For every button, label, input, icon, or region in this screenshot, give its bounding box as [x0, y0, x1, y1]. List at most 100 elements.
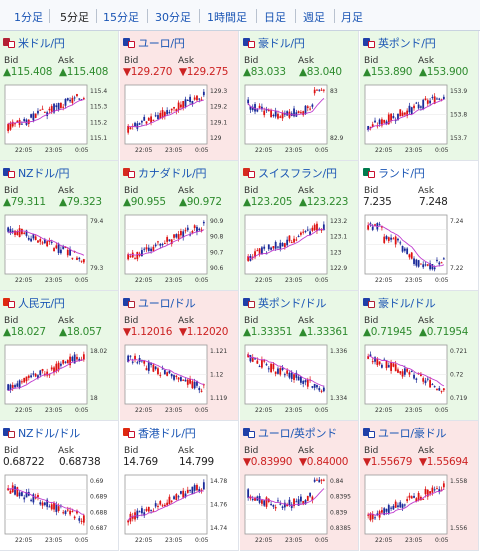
- pair-link[interactable]: 人民元/円: [3, 295, 65, 310]
- rate-card[interactable]: 米ドル/円 Bid Ask ▲115.408 ▲115.408 115.4 115.3 115…: [0, 31, 119, 161]
- x-tick-label: 22:05: [255, 147, 272, 154]
- candlestick-chart[interactable]: 1.336 1.334 22:05 23:05 0:05: [241, 342, 359, 417]
- ask-value: 115.408: [66, 66, 109, 78]
- candlestick-chart[interactable]: 7.24 7.22 22:05 23:05 0:05: [361, 212, 479, 287]
- bid-label: Bid: [4, 316, 19, 326]
- candle-body: [438, 262, 441, 265]
- rate-card[interactable]: ランド/円 Bid Ask 7.235 7.248 7.24 7.22 22:05 23:05 0…: [360, 161, 479, 291]
- up-arrow-icon: ▲: [363, 326, 371, 338]
- bid-label: Bid: [124, 316, 139, 326]
- tab-4[interactable]: 30分足: [155, 11, 191, 24]
- candle-body: [14, 486, 16, 495]
- pair-link[interactable]: ユーロ/円: [123, 35, 185, 50]
- pair-link[interactable]: カナダドル/円: [123, 165, 207, 180]
- bid-value: 14.769: [123, 456, 158, 468]
- candle-body: [258, 248, 261, 255]
- candlestick-chart[interactable]: 153.9 153.8 153.7 22:05 23:05 0:05: [361, 82, 479, 157]
- bid-value: 18.027: [10, 326, 46, 338]
- rate-card[interactable]: ユーロ/円 Bid Ask ▼129.270 ▼129.275 129.3 129.2 129…: [120, 31, 239, 161]
- pair-link[interactable]: NZドル/円: [3, 165, 69, 180]
- tab-5[interactable]: 1時間足: [207, 11, 247, 24]
- candlestick-chart[interactable]: 14.78 14.76 14.74 22:05 23:05 0:05: [121, 472, 239, 547]
- candle-body: [57, 243, 60, 254]
- tab-6[interactable]: 日足: [264, 11, 286, 24]
- rate-card[interactable]: 英ポンド/ドル Bid Ask ▲1.33351 ▲1.33361 1.336 1.334 2…: [240, 291, 359, 421]
- tab-3[interactable]: 15分足: [103, 11, 139, 24]
- candlestick-chart[interactable]: 0.721 0.72 0.719 22:05 23:05 0:05: [361, 342, 479, 417]
- candlestick-chart[interactable]: 18.02 18 22:05 23:05 0:05: [1, 342, 119, 417]
- tab-8[interactable]: 月足: [341, 11, 363, 24]
- candle-body: [297, 376, 300, 381]
- pair-name: スイスフラン/円: [258, 166, 337, 180]
- candle-body: [387, 237, 390, 241]
- rate-card[interactable]: ユーロ/豪ドル Bid Ask ▼1.55679 ▼1.55694 1.558 1.556 2…: [360, 421, 479, 551]
- candlestick-chart[interactable]: 79.4 79.3 22:05 23:05 0:05: [1, 212, 119, 287]
- candle-body: [403, 112, 406, 115]
- pair-link[interactable]: 豪ドル/円: [243, 35, 305, 50]
- rate-card[interactable]: 人民元/円 Bid Ask ▲18.027 ▲18.057 18.02 18 22:05 23:…: [0, 291, 119, 421]
- pair-link[interactable]: 豪ドル/ドル: [363, 295, 436, 310]
- pair-link[interactable]: 英ポンド/円: [363, 35, 436, 50]
- candle-body: [186, 489, 189, 493]
- bid-price: ▼129.270: [123, 66, 172, 78]
- tab-1[interactable]: 1分足: [14, 11, 43, 24]
- candle-body: [256, 360, 259, 364]
- candlestick-chart[interactable]: 0.69 0.689 0.688 0.687 22:05 23:05 0:05: [1, 472, 119, 547]
- ask-value: 1.55694: [426, 456, 469, 468]
- candle-body: [82, 98, 85, 100]
- rate-card[interactable]: 豪ドル/円 Bid Ask ▲83.033 ▲83.040 83 82.9 22:05 23:0…: [240, 31, 359, 161]
- candlestick-chart[interactable]: 90.9 90.8 90.7 90.6 22:05 23:05 0:05: [121, 212, 239, 287]
- candle-body: [71, 257, 74, 259]
- bid-label: Bid: [244, 446, 259, 456]
- rate-card[interactable]: ユーロ/ドル Bid Ask ▼1.12016 ▼1.12020 1.121 1.12 1.1…: [120, 291, 239, 421]
- rate-card[interactable]: 豪ドル/ドル Bid Ask ▲0.71945 ▲0.71954 0.721 0.72 0.7…: [360, 291, 479, 421]
- x-tick-label: 22:05: [135, 537, 152, 544]
- candle-body: [48, 240, 51, 242]
- candlestick-chart[interactable]: 1.558 1.556 22:05 23:05 0:05: [361, 472, 479, 547]
- candle-body: [420, 374, 422, 376]
- bid-label: Bid: [4, 186, 19, 196]
- candle-body: [82, 354, 85, 360]
- candle-body: [261, 500, 263, 504]
- pair-link[interactable]: ユーロ/ドル: [123, 295, 196, 310]
- candle-body: [302, 111, 305, 116]
- tab-2[interactable]: 5分足: [60, 11, 89, 24]
- candlestick-chart[interactable]: 0.84 0.8395 0.839 0.8385 22:05 23:05 0:05: [241, 472, 359, 547]
- rate-card[interactable]: ユーロ/英ポンド Bid Ask ▼0.83990 ▼0.84000 0.84 0.8395…: [240, 421, 359, 551]
- tab-7[interactable]: 週足: [303, 11, 325, 24]
- candle-body: [159, 243, 162, 246]
- pair-link[interactable]: ランド/円: [363, 165, 425, 180]
- pair-link[interactable]: 英ポンド/ドル: [243, 295, 327, 310]
- candlestick-chart[interactable]: 1.121 1.12 1.119 22:05 23:05 0:05: [121, 342, 239, 417]
- pair-link[interactable]: ユーロ/英ポンド: [243, 425, 337, 440]
- bid-price: ▲153.890: [363, 66, 412, 78]
- rate-card[interactable]: スイスフラン/円 Bid Ask ▲123.205 ▲123.223 123.2 123.1…: [240, 161, 359, 291]
- candlestick-chart[interactable]: 115.4 115.3 115.2 115.1 22:05 23:05 0:05: [1, 82, 119, 157]
- x-tick-label: 23:05: [165, 537, 182, 544]
- ask-value: 7.248: [419, 196, 448, 208]
- candlestick-chart[interactable]: 83 82.9 22:05 23:05 0:05: [241, 82, 359, 157]
- candle-body: [166, 372, 169, 376]
- candle-body: [431, 487, 434, 493]
- rate-card[interactable]: カナダドル/円 Bid Ask ▲90.955 ▲90.972 90.9 90.8 90.7 9…: [120, 161, 239, 291]
- bid-price: ▼0.83990: [243, 456, 292, 468]
- pair-link[interactable]: 米ドル/円: [3, 35, 65, 50]
- candle-body: [293, 374, 295, 380]
- candle-body: [202, 482, 205, 490]
- pair-link[interactable]: NZドル/ドル: [3, 425, 80, 440]
- candle-body: [39, 370, 42, 376]
- pair-link[interactable]: スイスフラン/円: [243, 165, 337, 180]
- pair-link[interactable]: ユーロ/豪ドル: [363, 425, 447, 440]
- pair-link[interactable]: 香港ドル/円: [123, 425, 196, 440]
- candlestick-chart[interactable]: 123.2 123.1 123 122.9 22:05 23:05 0:05: [241, 212, 359, 287]
- candle-body: [254, 251, 256, 258]
- candle-body: [385, 236, 388, 239]
- candle-body: [186, 379, 189, 385]
- candlestick-chart[interactable]: 129.3 129.2 129.1 129 22:05 23:05 0:05: [121, 82, 239, 157]
- rate-card[interactable]: NZドル/ドル Bid Ask 0.68722 0.68738 0.69 0.689 0.68…: [0, 421, 119, 551]
- rate-card[interactable]: NZドル/円 Bid Ask ▲79.311 ▲79.323 79.4 79.3 22:05 2…: [0, 161, 119, 291]
- rate-card[interactable]: 香港ドル/円 Bid Ask 14.769 14.799 14.78 14.76 14.74 2…: [120, 421, 239, 551]
- candle-body: [371, 226, 374, 230]
- candle-body: [309, 492, 311, 497]
- rate-card[interactable]: 英ポンド/円 Bid Ask ▲153.890 ▲153.900 153.9 153.8 15…: [360, 31, 479, 161]
